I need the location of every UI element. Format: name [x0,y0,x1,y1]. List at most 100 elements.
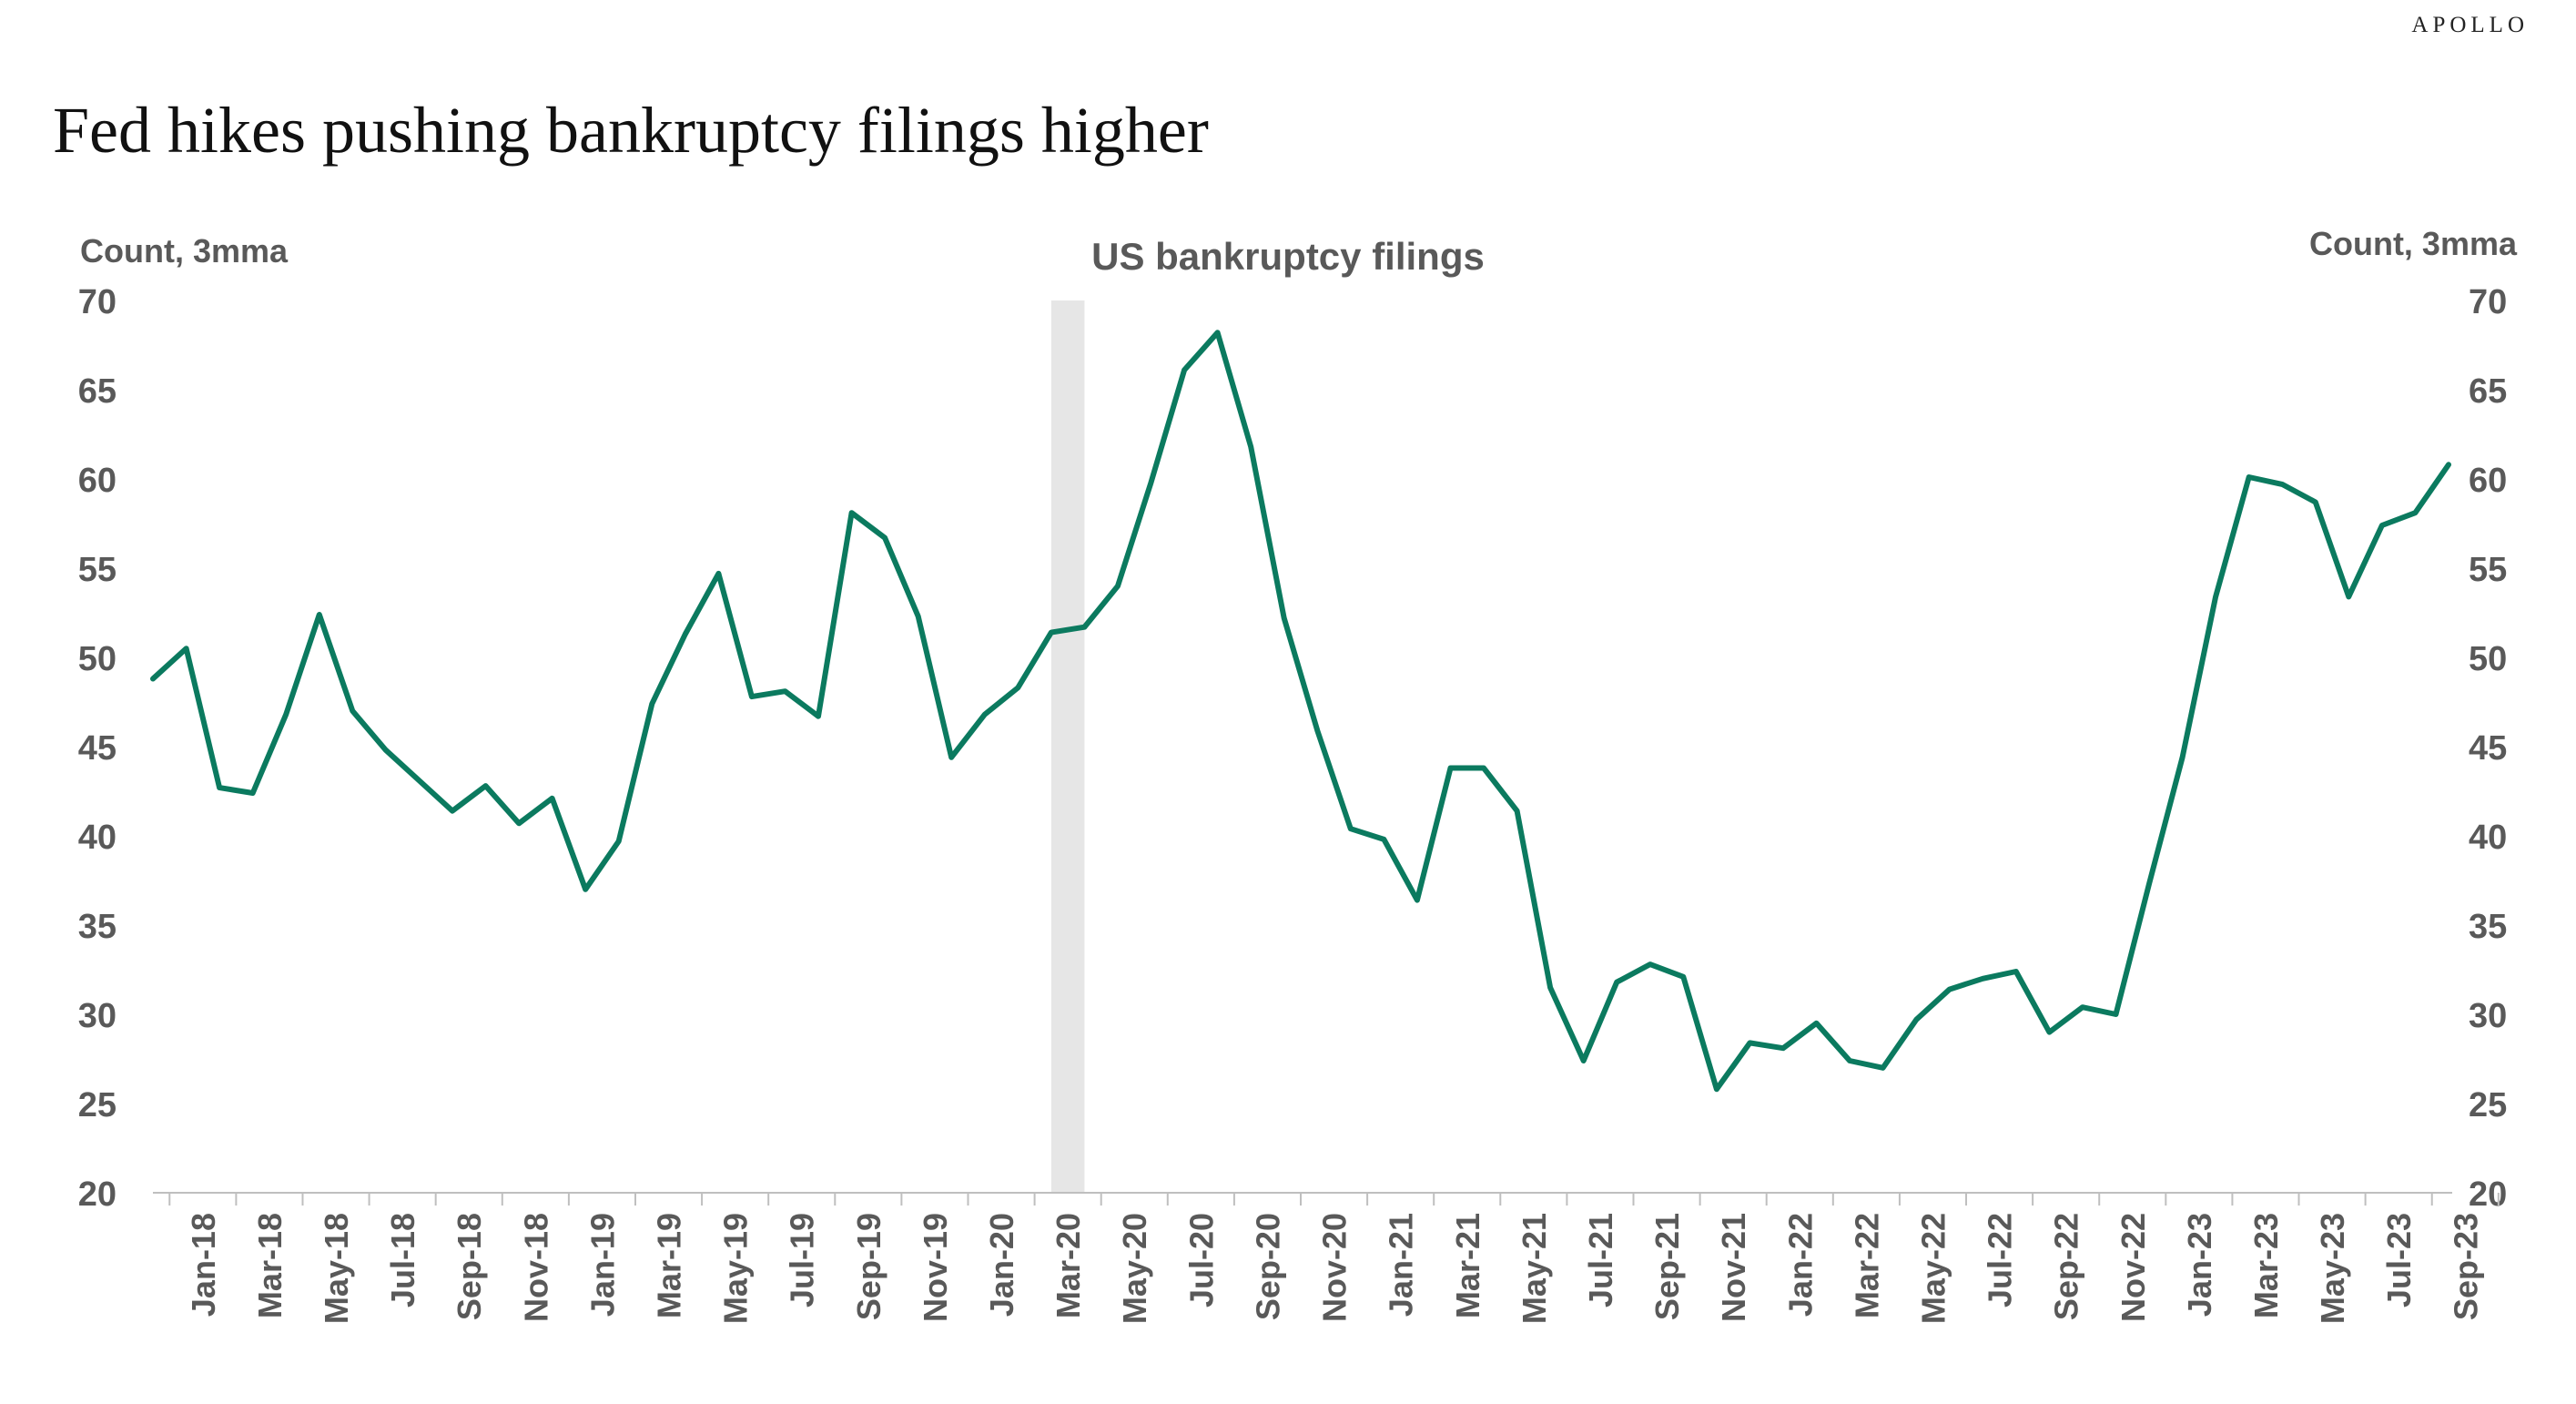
data-point [916,614,921,619]
data-point [1814,1021,1820,1026]
data-point [1947,987,1952,992]
data-point [2180,755,2186,760]
y-tick-label-left: 40 [78,819,117,857]
data-point [1348,826,1354,831]
data-point [1547,985,1553,991]
data-point [1980,976,1985,982]
x-tick-label: Mar-18 [251,1213,289,1318]
x-tick-label: Jan-22 [1781,1213,1819,1317]
data-point [250,790,256,796]
data-point [1714,1086,1719,1092]
x-axis: Jan-18 Mar-18 May-18 Jul-18 Sep-18 Nov-18 Jan-… [153,1192,2500,1324]
y-tick-label-left: 70 [78,283,117,321]
y-tick-label-left: 60 [78,462,117,500]
data-point [683,632,688,637]
data-point [1415,898,1420,903]
x-tick-label: Mar-20 [1050,1213,1087,1318]
data-point [283,712,289,717]
data-point [450,809,455,814]
y-tick-label-left: 65 [78,372,117,411]
data-point [1913,1017,1919,1022]
y-axis-right: 20 25 30 35 40 45 50 55 60 65 70 [2469,283,2507,1214]
data-point [2213,594,2218,599]
y-tick-label-left: 55 [78,551,117,589]
data-point [1115,584,1121,589]
data-point [1847,1058,1852,1063]
y-axis-left: 20 25 30 35 40 45 50 55 60 65 70 [78,283,117,1214]
data-point [150,677,156,682]
x-tick-label: Jul-21 [1582,1213,1619,1307]
x-tick-label: May-22 [1914,1213,1952,1324]
x-tick-label: Nov-18 [517,1213,554,1322]
data-point [2080,1004,2085,1010]
data-point [715,571,721,576]
data-point [1182,367,1187,372]
y-axis-label-right: Count, 3mma [2309,225,2518,262]
data-point [317,612,322,617]
x-tick-label: Jul-22 [1982,1213,2019,1307]
y-tick-label-right: 60 [2469,462,2507,500]
x-tick-label: Sep-18 [451,1213,488,1320]
y-tick-label-right: 50 [2469,640,2507,678]
x-tick-label: Sep-19 [850,1213,887,1320]
y-tick-label-right: 35 [2469,908,2507,946]
series-line [150,330,2451,1093]
x-tick-label: Jul-18 [384,1213,421,1307]
x-tick-label: Mar-22 [1848,1213,1885,1318]
data-point [1881,1065,1886,1071]
data-point [1648,961,1653,967]
data-point [1282,616,1287,621]
data-point [383,748,389,753]
data-point [483,783,489,788]
data-point [217,785,222,790]
y-axis-label-left: Count, 3mma [80,232,289,270]
y-tick-label-right: 25 [2469,1086,2507,1124]
y-tick-label-left: 25 [78,1086,117,1124]
data-point [583,887,588,892]
data-point [1015,685,1020,690]
x-tick-label: Nov-22 [2115,1213,2152,1322]
data-point [816,714,821,719]
data-point [1481,766,1486,771]
data-point [2446,462,2451,467]
x-tick-label: Jan-21 [1383,1213,1420,1317]
y-tick-label-right: 55 [2469,551,2507,589]
y-tick-label-left: 35 [78,908,117,946]
data-point [882,535,887,541]
data-point [782,688,787,694]
y-tick-label-right: 40 [2469,819,2507,857]
data-point [1581,1058,1587,1063]
y-tick-label-left: 20 [78,1175,117,1214]
x-tick-label: May-20 [1116,1213,1153,1324]
data-point [516,820,522,826]
x-tick-label: Jan-19 [583,1213,621,1317]
data-point [1680,974,1686,980]
y-tick-label-right: 70 [2469,283,2507,321]
x-tick-label: Sep-23 [2447,1213,2484,1320]
x-tick-label: May-21 [1516,1213,1553,1324]
data-point [1747,1040,1752,1045]
brand-logo: APOLLO [2411,13,2529,37]
data-point [2379,523,2385,528]
data-point [416,778,421,783]
x-tick-label: Nov-19 [917,1213,954,1322]
data-point [1215,330,1221,335]
x-tick-label: Jan-23 [2181,1213,2218,1317]
x-tick-label: Jul-19 [784,1213,821,1307]
data-point [982,712,988,717]
data-point [849,510,855,515]
data-point [1149,480,1154,485]
data-point [1049,630,1054,636]
chart-title: US bankruptcy filings [1091,235,1485,278]
data-point [2146,881,2152,887]
data-point [2246,474,2252,480]
data-point [1780,1045,1786,1051]
x-tick-label: Jul-20 [1182,1213,1220,1307]
x-tick-label: May-19 [717,1213,755,1324]
recession-shade [1050,300,1085,1193]
data-point [1614,980,1619,985]
series-layer [150,330,2451,1093]
data-point [2279,482,2285,487]
y-tick-label-left: 30 [78,997,117,1035]
